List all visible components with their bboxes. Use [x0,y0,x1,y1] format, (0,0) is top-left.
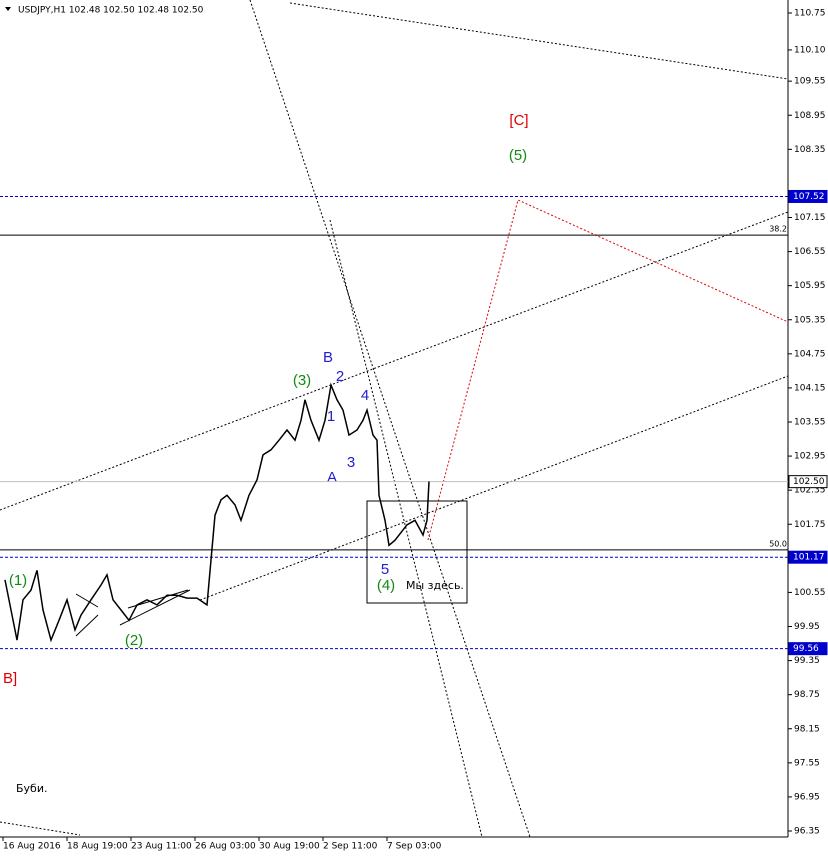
drawings [0,0,789,838]
y-tick-label: 102.35 [794,486,826,496]
channel-line [199,375,789,601]
note: Буби. [16,782,48,795]
trend-line [0,821,81,836]
x-tick-label: 18 Aug 19:00 [67,842,128,852]
wave-label: 1 [327,408,335,425]
y-tick-label: 96.35 [794,827,820,837]
wave-label: A [327,469,337,486]
y-tick-label: 98.15 [794,724,820,734]
triangle-line [75,593,99,608]
wave-label: 4 [361,387,369,404]
price-level-label: 99.56 [793,644,819,654]
price-level-label: 101.17 [793,553,825,563]
wave-label: (4) [377,577,395,594]
triangle-line [75,614,99,637]
y-tick-label: 105.95 [794,281,826,291]
trend-line [249,0,531,838]
y-tick-label: 104.15 [794,383,826,393]
y-tick-label: 110.75 [794,9,826,19]
y-tick-label: 108.95 [794,111,826,121]
y-tick-label: 102.95 [794,452,826,462]
wave-label: 3 [347,454,355,471]
y-tick-label: 100.55 [794,588,826,598]
wave-label: B] [3,670,17,687]
y-tick-label: 103.55 [794,418,826,428]
fib-label: 38.2 [769,225,787,234]
price-level-box [788,642,828,656]
wave-label: B [323,349,333,366]
price-level-label: 107.52 [793,192,825,202]
x-tick-label: 7 Sep 03:00 [387,842,442,852]
y-tick-label: 110.10 [794,45,826,55]
trend-line [329,219,483,838]
y-tick-label: 97.55 [794,758,820,768]
wave-label: (2) [125,632,143,649]
wave-label: (3) [293,372,311,389]
y-tick-label: 107.15 [794,213,826,223]
price-line [4,382,430,643]
annotations: [C] (5) B (3) 2 1 4 3 A 5 (4) Мы здесь. … [3,112,529,795]
wave-label: [C] [509,112,528,129]
wave-label: 2 [336,368,344,385]
y-tick-label: 104.75 [794,349,826,359]
x-tick-label: 26 Aug 03:00 [195,842,256,852]
chart-title: USDJPY,H1 102.48 102.50 102.48 102.50 [18,6,204,16]
price-level-box [788,550,828,564]
y-tick-label: 109.55 [794,77,826,87]
fib-label: 50.0 [769,539,787,548]
channel-line [0,211,789,511]
y-tick-label: 99.95 [794,622,820,632]
y-tick-label: 98.75 [794,690,820,700]
price-level-label: 102.50 [793,477,825,487]
projection-line [427,199,789,541]
x-tick-label: 30 Aug 19:00 [259,842,320,852]
wave-label: (1) [9,572,27,589]
wave-label: (5) [509,147,527,164]
menu-arrow [5,7,11,11]
y-tick-label: 96.95 [794,792,820,802]
wave-label: 5 [381,561,389,578]
x-tick-label: 16 Aug 2016 [3,842,61,852]
x-tick-label: 23 Aug 11:00 [131,842,192,852]
y-tick-label: 106.55 [794,247,826,257]
note: Мы здесь. [406,579,464,592]
y-tick-label: 101.75 [794,520,826,530]
price-level-box [788,189,828,203]
y-tick-label: 99.35 [794,656,820,666]
y-tick-label: 105.35 [794,315,826,325]
highlight-box [366,500,468,604]
y-tick-label: 108.35 [794,145,826,155]
x-tick-label: 2 Sep 11:00 [323,842,378,852]
price-level-box [788,475,828,489]
